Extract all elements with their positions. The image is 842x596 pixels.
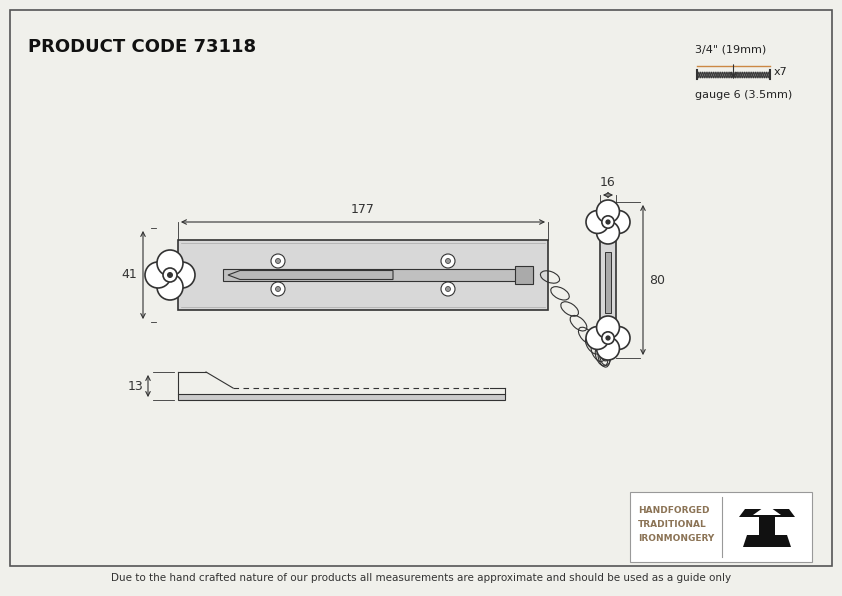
- Polygon shape: [759, 517, 775, 535]
- Circle shape: [169, 262, 195, 288]
- Polygon shape: [732, 72, 733, 78]
- Bar: [515, 266, 533, 284]
- Polygon shape: [746, 72, 748, 78]
- Polygon shape: [717, 72, 719, 78]
- Polygon shape: [743, 535, 791, 547]
- Circle shape: [445, 259, 450, 263]
- Text: 41: 41: [121, 269, 137, 281]
- Bar: [178, 240, 548, 310]
- Text: Due to the hand crafted nature of our products all measurements are approximate : Due to the hand crafted nature of our pr…: [111, 573, 731, 583]
- Polygon shape: [697, 72, 699, 78]
- Polygon shape: [744, 72, 746, 78]
- Circle shape: [157, 250, 183, 276]
- Polygon shape: [750, 72, 752, 78]
- Polygon shape: [713, 72, 715, 78]
- Polygon shape: [759, 72, 761, 78]
- Circle shape: [157, 274, 183, 300]
- Circle shape: [602, 216, 614, 228]
- Polygon shape: [711, 72, 713, 78]
- Circle shape: [271, 282, 285, 296]
- Polygon shape: [699, 72, 701, 78]
- Circle shape: [441, 254, 455, 268]
- Polygon shape: [753, 505, 781, 515]
- Polygon shape: [726, 72, 728, 78]
- Polygon shape: [754, 72, 755, 78]
- Text: 13: 13: [128, 380, 144, 393]
- Polygon shape: [704, 72, 706, 78]
- Text: 80: 80: [649, 274, 665, 287]
- Circle shape: [586, 210, 609, 234]
- Polygon shape: [706, 72, 708, 78]
- Bar: [630, 492, 812, 562]
- Circle shape: [605, 336, 610, 341]
- Polygon shape: [228, 271, 393, 280]
- Circle shape: [605, 219, 610, 225]
- Text: 177: 177: [351, 203, 375, 216]
- Circle shape: [163, 268, 177, 282]
- Polygon shape: [748, 72, 750, 78]
- Polygon shape: [710, 72, 711, 78]
- Text: x7: x7: [774, 67, 788, 77]
- Circle shape: [607, 327, 630, 349]
- Polygon shape: [701, 72, 702, 78]
- Polygon shape: [733, 72, 735, 78]
- Polygon shape: [752, 72, 754, 78]
- Polygon shape: [730, 72, 732, 78]
- Circle shape: [586, 327, 609, 349]
- Polygon shape: [724, 72, 726, 78]
- Text: TRADITIONAL: TRADITIONAL: [638, 520, 706, 529]
- Text: 3/4" (19mm): 3/4" (19mm): [695, 45, 766, 55]
- Polygon shape: [735, 72, 737, 78]
- Polygon shape: [755, 72, 757, 78]
- Polygon shape: [708, 72, 710, 78]
- Polygon shape: [728, 72, 730, 78]
- Circle shape: [597, 221, 620, 244]
- Bar: [605, 252, 611, 313]
- Polygon shape: [765, 72, 766, 78]
- Circle shape: [445, 287, 450, 291]
- Bar: [178, 394, 505, 400]
- Polygon shape: [741, 72, 743, 78]
- Circle shape: [597, 337, 620, 360]
- Text: PRODUCT CODE 73118: PRODUCT CODE 73118: [28, 38, 256, 56]
- Circle shape: [597, 316, 620, 339]
- Circle shape: [167, 272, 173, 278]
- Text: 16: 16: [600, 176, 616, 189]
- Text: HANDFORGED: HANDFORGED: [638, 506, 710, 515]
- Polygon shape: [722, 72, 724, 78]
- Circle shape: [441, 282, 455, 296]
- Polygon shape: [737, 72, 739, 78]
- Circle shape: [275, 287, 280, 291]
- Circle shape: [607, 210, 630, 234]
- Polygon shape: [757, 72, 759, 78]
- Circle shape: [145, 262, 171, 288]
- Circle shape: [597, 200, 620, 223]
- Polygon shape: [719, 72, 721, 78]
- Circle shape: [271, 254, 285, 268]
- Polygon shape: [768, 72, 770, 78]
- Circle shape: [602, 332, 614, 344]
- Polygon shape: [715, 72, 717, 78]
- Text: gauge 6 (3.5mm): gauge 6 (3.5mm): [695, 90, 792, 100]
- Polygon shape: [761, 72, 763, 78]
- Polygon shape: [739, 72, 741, 78]
- Polygon shape: [721, 72, 722, 78]
- Polygon shape: [739, 509, 795, 517]
- Bar: [223, 269, 533, 281]
- Bar: [600, 230, 616, 331]
- Text: IRONMONGERY: IRONMONGERY: [638, 534, 714, 543]
- Polygon shape: [702, 72, 704, 78]
- Polygon shape: [766, 72, 768, 78]
- Circle shape: [275, 259, 280, 263]
- Polygon shape: [763, 72, 765, 78]
- Polygon shape: [743, 72, 744, 78]
